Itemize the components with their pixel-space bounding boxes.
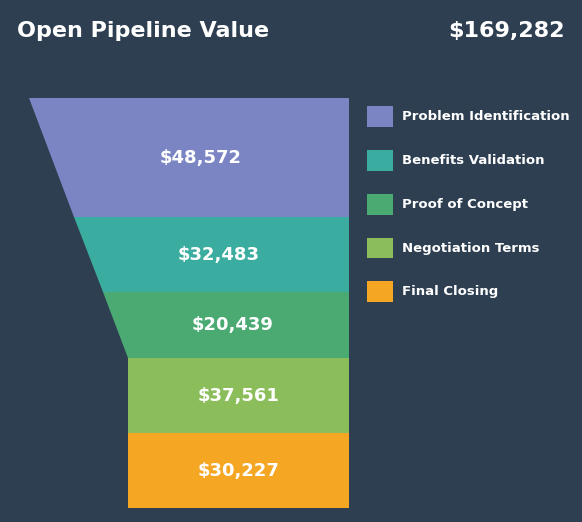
- Text: $48,572: $48,572: [159, 149, 242, 167]
- Text: Final Closing: Final Closing: [402, 286, 498, 298]
- Text: $20,439: $20,439: [191, 316, 274, 334]
- Text: Problem Identification: Problem Identification: [402, 110, 569, 123]
- Polygon shape: [103, 292, 349, 359]
- Text: $32,483: $32,483: [178, 246, 260, 264]
- Text: $30,227: $30,227: [198, 462, 279, 480]
- FancyBboxPatch shape: [367, 106, 393, 127]
- FancyBboxPatch shape: [367, 150, 393, 171]
- FancyBboxPatch shape: [367, 238, 393, 258]
- Text: Proof of Concept: Proof of Concept: [402, 198, 527, 211]
- Polygon shape: [29, 99, 349, 217]
- Text: $37,561: $37,561: [198, 387, 279, 405]
- Polygon shape: [128, 433, 349, 508]
- Polygon shape: [74, 217, 349, 292]
- Text: $169,282: $169,282: [448, 21, 565, 41]
- FancyBboxPatch shape: [367, 194, 393, 215]
- FancyBboxPatch shape: [367, 281, 393, 302]
- Polygon shape: [128, 359, 349, 433]
- Text: Benefits Validation: Benefits Validation: [402, 154, 544, 167]
- Text: Negotiation Terms: Negotiation Terms: [402, 242, 539, 255]
- Text: Open Pipeline Value: Open Pipeline Value: [17, 21, 269, 41]
